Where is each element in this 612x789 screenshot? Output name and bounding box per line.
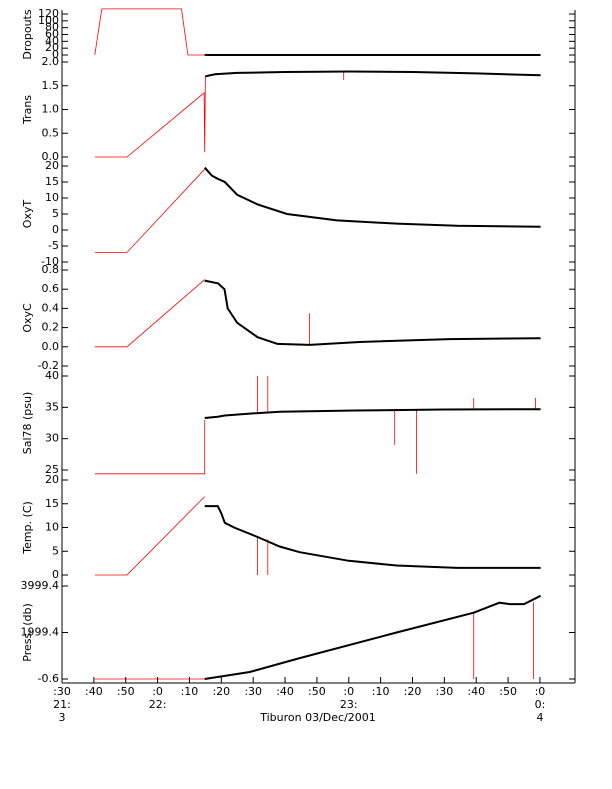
y-tick-label: 30	[45, 432, 59, 445]
x-hour-label: 22:	[149, 698, 167, 711]
data-line	[94, 496, 269, 576]
y-tick-label: 1.0	[42, 103, 60, 116]
y-axis-label: Dropouts	[21, 9, 34, 59]
y-tick-label: 10	[45, 191, 59, 204]
data-line	[94, 279, 310, 348]
y-tick-label: 35	[45, 400, 59, 413]
y-axis-label: Sal78 (psu)	[21, 392, 34, 455]
x-tick-label: :0	[343, 685, 354, 698]
x-tick-label: :50	[499, 685, 517, 698]
y-tick-label: 0.2	[42, 321, 60, 334]
y-tick-label: 0.0	[42, 150, 60, 163]
data-line	[94, 602, 534, 680]
x-tick-label: :0	[152, 685, 163, 698]
data-line	[204, 279, 541, 346]
x-tick-label: :20	[404, 685, 422, 698]
x-tick-label: :30	[244, 685, 262, 698]
data-line	[204, 594, 542, 680]
y-axis-label: Temp. (C)	[21, 501, 34, 555]
y-tick-label: -10	[41, 255, 59, 268]
x-tick-label: :50	[117, 685, 135, 698]
x-tick-label: :40	[85, 685, 103, 698]
x-tick-label: :20	[212, 685, 230, 698]
y-tick-label: 2.0	[42, 55, 60, 68]
data-line	[94, 8, 205, 56]
y-tick-label: 0	[52, 223, 59, 236]
y-axis-label: OxyC	[21, 303, 34, 333]
y-tick-label: 3999.4	[21, 579, 60, 592]
y-tick-label: -0.6	[38, 672, 59, 685]
y-tick-label: 40	[45, 34, 59, 47]
x-tick-label: :30	[436, 685, 454, 698]
y-tick-label: 25	[45, 463, 59, 476]
x-hour-label: 0:	[535, 698, 546, 711]
y-tick-label: 0.6	[42, 282, 60, 295]
y-tick-label: -5	[48, 239, 59, 252]
y-tick-label: 0.5	[42, 126, 60, 139]
y-tick-label: 40	[45, 369, 59, 382]
x-hour-label: 21:	[53, 698, 71, 711]
y-tick-label: 100	[38, 14, 59, 27]
y-tick-label: 15	[45, 497, 59, 510]
y-tick-label: 80	[45, 21, 59, 34]
data-line	[204, 505, 541, 569]
y-axis-label: Trans	[21, 95, 34, 125]
y-tick-label: 10	[45, 521, 59, 534]
x-tick-label: :0	[535, 685, 546, 698]
y-tick-label: -0.2	[38, 359, 59, 372]
x-tick-label: :50	[308, 685, 326, 698]
x-tick-label: :10	[181, 685, 199, 698]
x-axis-label: Tiburon 03/Dec/2001	[259, 711, 376, 724]
data-line	[94, 168, 205, 253]
y-axis-label: Press. (db)	[21, 603, 34, 662]
y-tick-label: 120	[38, 7, 59, 20]
y-tick-label: 0.4	[42, 301, 60, 314]
y-tick-label: 5	[52, 207, 59, 220]
x-hour-label: 23:	[340, 698, 358, 711]
y-tick-label: 0	[52, 48, 59, 61]
y-tick-label: 1.5	[42, 79, 60, 92]
x-day-label: 3	[59, 711, 66, 724]
y-tick-label: 60	[45, 28, 59, 41]
data-line	[204, 408, 541, 419]
y-tick-label: 20	[45, 41, 59, 54]
x-day-label: 4	[536, 711, 543, 724]
x-tick-label: :10	[372, 685, 390, 698]
y-tick-label: 1999.4	[21, 626, 60, 639]
y-tick-label: 0.0	[42, 340, 60, 353]
y-tick-label: 15	[45, 175, 59, 188]
x-tick-label: :40	[467, 685, 485, 698]
y-tick-label: 5	[52, 544, 59, 557]
data-line	[205, 70, 541, 78]
data-line	[203, 166, 541, 228]
y-tick-label: 20	[45, 473, 59, 486]
x-tick-label: :40	[276, 685, 294, 698]
x-tick-label: :30	[53, 685, 71, 698]
data-line	[94, 376, 536, 475]
y-tick-label: 0	[52, 568, 59, 581]
y-tick-label: 20	[45, 159, 59, 172]
y-tick-label: 0.8	[42, 263, 60, 276]
plot-area	[94, 8, 542, 680]
data-line	[94, 71, 345, 158]
y-axis-label: OxyT	[21, 200, 34, 229]
